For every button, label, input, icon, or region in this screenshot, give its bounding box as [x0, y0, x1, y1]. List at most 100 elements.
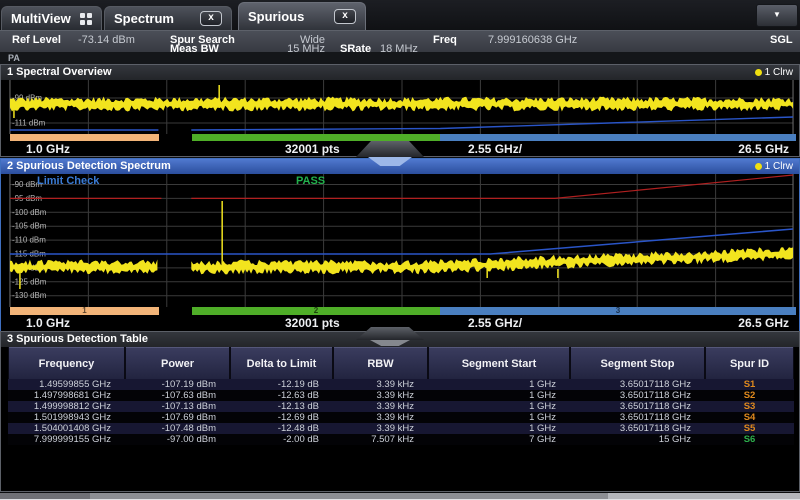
table-cell: 3.39 kHz	[333, 423, 414, 434]
table-header-cell: Frequency	[9, 347, 124, 379]
table-cell: 1 GHz	[428, 401, 556, 412]
single-sweep-badge: SGL	[770, 34, 793, 46]
multiview-grid-icon	[80, 13, 92, 25]
table-cell: 1.49599855 GHz	[8, 379, 111, 390]
sweep-points-label: 32001 pts	[285, 142, 340, 157]
trace-color-dot	[755, 163, 762, 170]
table-body: 1.49599855 GHz-107.19 dBm-12.19 dB3.39 k…	[8, 379, 794, 449]
table-cell: -107.63 dBm	[125, 390, 216, 401]
close-icon[interactable]: x	[334, 9, 356, 24]
table-row[interactable]: 1.499998812 GHz -107.13 dBm -12.13 dB 3.39 …	[8, 401, 794, 412]
tab-multiview[interactable]: MultiView	[1, 6, 102, 30]
table-cell: 3.65017118 GHz	[570, 412, 691, 423]
table-header-cell: Delta to Limit	[231, 347, 332, 379]
x-start-label: 1.0 GHz	[26, 316, 70, 331]
sweep-segment	[440, 134, 796, 141]
trace-color-dot	[755, 69, 762, 76]
segment-number: 2	[192, 307, 440, 315]
preamp-label: PA	[8, 53, 20, 63]
settings-bar: Ref Level -73.14 dBm Spur Search Meas BW…	[0, 30, 800, 52]
chevron-down-icon: ▼	[773, 10, 781, 19]
spur-id-cell: S1	[705, 379, 794, 390]
panel1-header[interactable]: 1 Spectral Overview 1 Clrw	[1, 65, 799, 80]
table-header-cell: RBW	[334, 347, 427, 379]
limit-check-result: PASS	[296, 175, 325, 187]
spectral-overview-plot[interactable]: -99 dBm-111 dBm	[2, 80, 799, 134]
spur-id-cell: S4	[705, 412, 794, 423]
table-row[interactable]: 1.49599855 GHz-107.19 dBm-12.19 dB3.39 k…	[8, 379, 794, 390]
table-row[interactable]: 1.504001408 GHz-107.48 dBm-12.48 dB3.39 …	[8, 423, 794, 434]
table-cell: 1 GHz	[428, 390, 556, 401]
sweep-points-label: 32001 pts	[285, 316, 340, 331]
trace-indicator: 1 Clrw	[755, 65, 793, 80]
close-icon[interactable]: x	[200, 11, 222, 26]
panel-divider-grip[interactable]	[356, 327, 424, 347]
panel-divider-grip[interactable]	[356, 141, 424, 167]
table-cell: 15 GHz	[570, 434, 691, 445]
y-axis-label: -130 dBm	[12, 291, 47, 300]
table-title: 3 Spurious Detection Table	[7, 333, 148, 345]
table-cell: 3.65017118 GHz	[570, 390, 691, 401]
tab-spurious-label: Spurious	[248, 9, 304, 24]
x-stop-label: 26.5 GHz	[738, 316, 789, 331]
table-cell: -107.69 dBm	[125, 412, 216, 423]
table-cell: 1.501998943 GHz	[8, 412, 111, 423]
table-cell: -107.19 dBm	[125, 379, 216, 390]
table-row[interactable]: 1.501998943 GHz-107.69 dBm-12.69 dB3.39 …	[8, 412, 794, 423]
table-cell: 1 GHz	[428, 412, 556, 423]
table-cell: -12.13 dB	[230, 401, 319, 412]
ref-level-value[interactable]: -73.14 dBm	[78, 34, 135, 46]
ref-level-label[interactable]: Ref Level	[12, 34, 61, 46]
table-cell: -2.00 dB	[230, 434, 319, 445]
panel1-title: 1 Spectral Overview	[7, 66, 112, 78]
table-cell: 3.65017118 GHz	[570, 401, 691, 412]
tab-bar: MultiView Spectrum x Spurious x ▼	[0, 0, 800, 30]
tab-multiview-label: MultiView	[11, 11, 71, 26]
sweep-segment	[192, 134, 440, 141]
table-row[interactable]: 7.999999155 GHz -97.00 dBm -2.00 dB 7.507 k…	[8, 434, 794, 445]
panel2-segment-bar: 1 23	[2, 307, 799, 315]
spur-id-cell: S2	[705, 390, 794, 401]
table-cell: 3.39 kHz	[333, 390, 414, 401]
x-start-label: 1.0 GHz	[26, 142, 70, 157]
bottom-bar-segment	[608, 493, 800, 499]
tab-overflow-button[interactable]: ▼	[756, 4, 798, 27]
spurious-spectrum-plot[interactable]: -90 dBm-95 dBm-100 dBm-105 dBm-110 dBm-1…	[2, 174, 799, 307]
freq-value[interactable]: 7.999160638 GHz	[488, 34, 577, 46]
bottom-bar-segment	[0, 493, 90, 499]
table-header-cell: Segment Start	[429, 347, 569, 379]
trace-label: 1 Clrw	[765, 65, 793, 80]
table-cell: -107.13 dBm	[125, 401, 216, 412]
tab-spurious[interactable]: Spurious x	[238, 2, 366, 30]
sweep-segment	[10, 134, 159, 141]
trace-indicator: 1 Clrw	[755, 159, 793, 174]
panel-spurious-table: 3 Spurious Detection Table FrequencyPowe…	[0, 331, 800, 492]
x-scale-label: 2.55 GHz/	[468, 142, 522, 157]
y-axis-label: -100 dBm	[12, 208, 47, 217]
table-cell: 3.39 kHz	[333, 401, 414, 412]
analyzer-screen: MultiView Spectrum x Spurious x ▼ Ref Le…	[0, 0, 800, 500]
table-row[interactable]: 1.497998681 GHz-107.63 dBm-12.63 dB3.39 …	[8, 390, 794, 401]
table-cell: 7.999999155 GHz	[8, 434, 111, 445]
table-cell: 1 GHz	[428, 423, 556, 434]
bottom-scrollbar	[0, 493, 800, 500]
limit-check-label: Limit Check	[37, 175, 99, 187]
tab-spectrum-label: Spectrum	[114, 11, 174, 26]
table-cell: -97.00 dBm	[125, 434, 216, 445]
table-cell: -107.48 dBm	[125, 423, 216, 434]
table-cell: 3.39 kHz	[333, 379, 414, 390]
x-scale-label: 2.55 GHz/	[468, 316, 522, 331]
table-header-cell: Spur ID	[706, 347, 793, 379]
table-header-cell: Power	[126, 347, 229, 379]
table-cell: -12.48 dB	[230, 423, 319, 434]
table-cell: 7 GHz	[428, 434, 556, 445]
table-cell: 7.507 kHz	[333, 434, 414, 445]
sweep-segment: 1	[10, 307, 159, 315]
freq-label[interactable]: Freq	[433, 34, 457, 46]
segment-number: 1	[10, 307, 159, 315]
tab-spectrum[interactable]: Spectrum x	[104, 6, 232, 30]
spur-id-cell: S6	[705, 434, 794, 445]
table-cell: 1.499998812 GHz	[8, 401, 111, 412]
sweep-segment: 3	[440, 307, 796, 315]
spur-id-cell: S5	[705, 423, 794, 434]
